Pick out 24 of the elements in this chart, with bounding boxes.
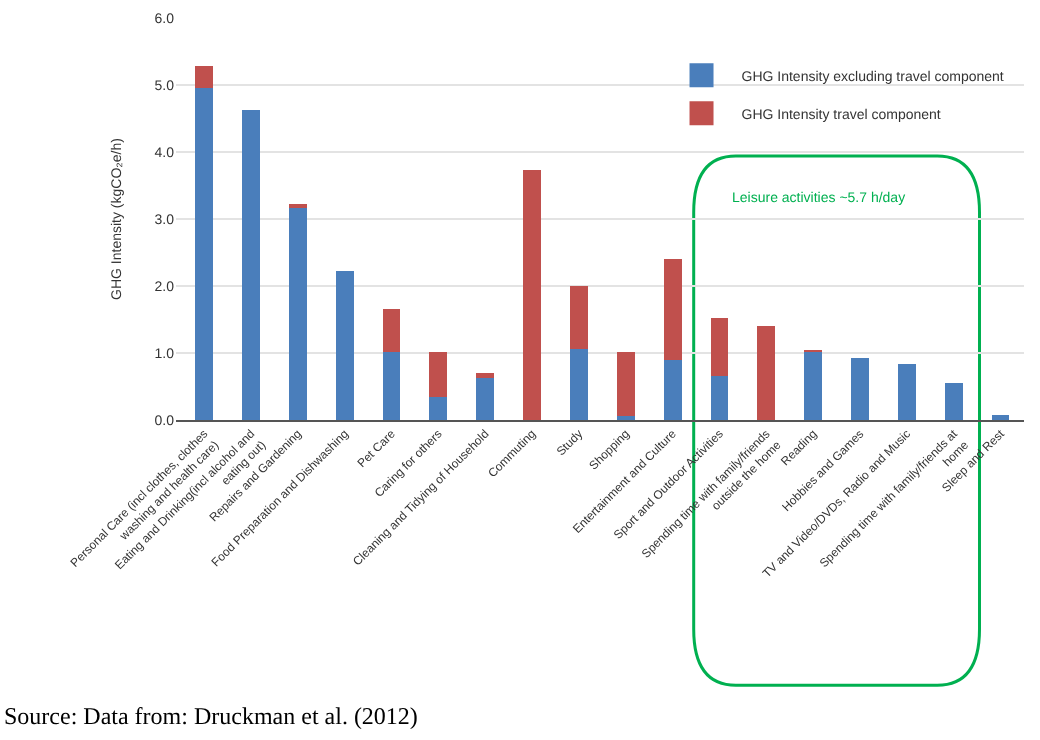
bar [710,318,729,377]
source-note: Source: Data from: Druckman et al. (2012) [4,702,418,730]
bar [429,397,448,420]
bar [897,363,916,420]
bar [523,170,541,420]
bar [195,88,214,420]
bar [944,383,963,420]
bar [382,351,401,420]
bar [616,351,635,416]
bar [382,309,401,352]
bar [570,286,588,349]
bar [804,351,823,420]
bar [288,207,307,420]
bar [663,259,682,361]
bar [335,271,354,420]
bar [195,66,214,89]
bar [663,360,682,420]
bar [570,348,588,420]
bar [476,377,495,420]
bar [242,110,260,420]
bar [710,376,729,420]
bar [429,351,448,398]
bar [757,325,776,420]
bar [851,357,869,420]
